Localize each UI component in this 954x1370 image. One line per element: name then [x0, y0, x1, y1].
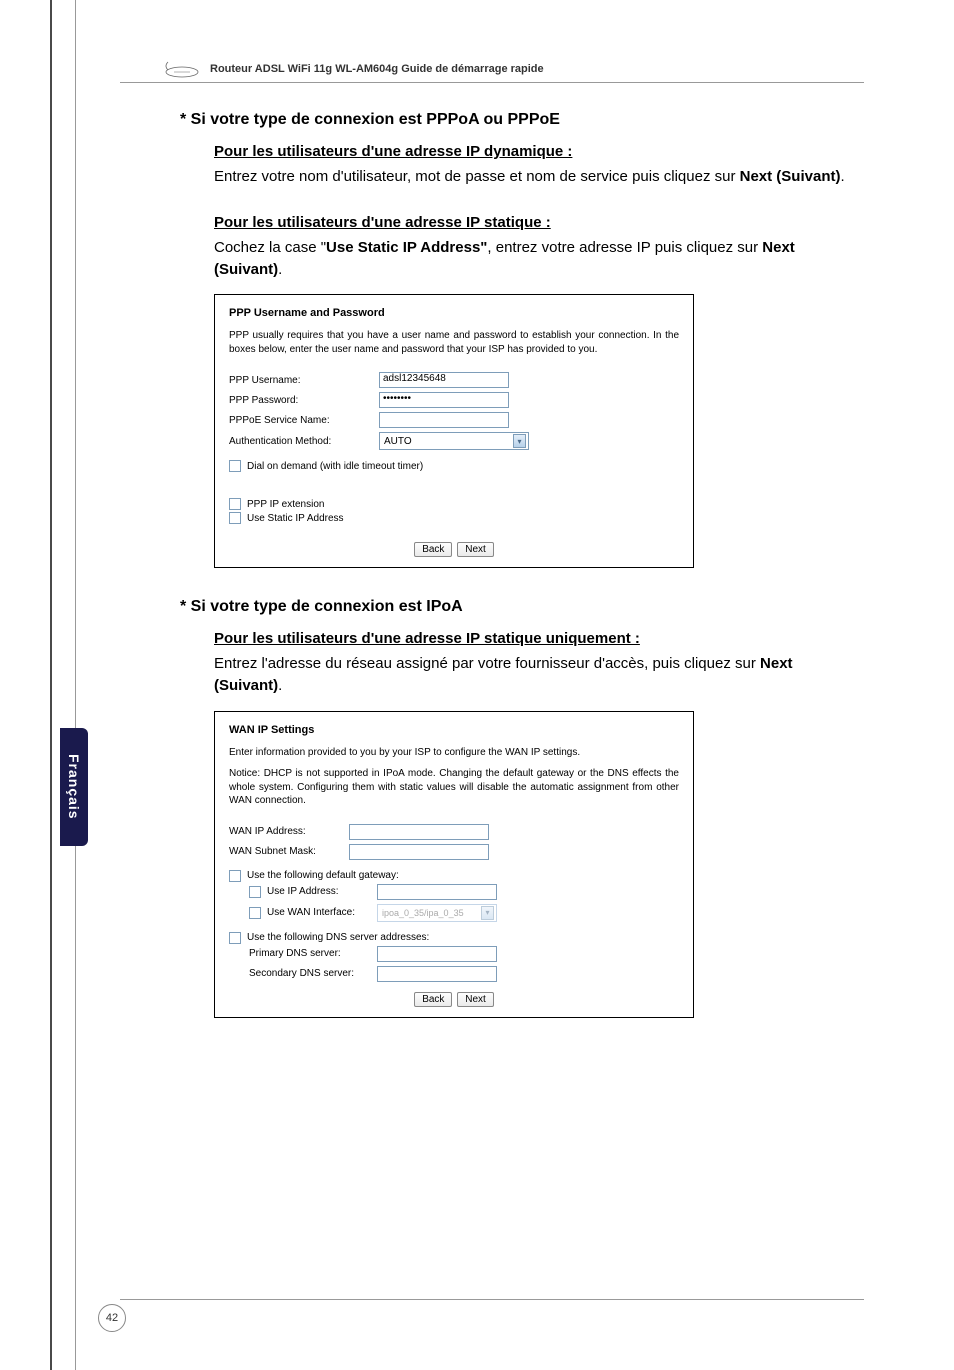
- wan-buttons: Back Next: [229, 992, 679, 1007]
- static-label: Use Static IP Address: [247, 513, 344, 524]
- use-ip-input[interactable]: [377, 884, 497, 900]
- use-wan-label: Use WAN Interface:: [267, 907, 377, 918]
- use-wan-checkbox[interactable]: [249, 907, 261, 919]
- ppp-dialog: PPP Username and Password PPP usually re…: [214, 294, 694, 568]
- chevron-down-icon: ▾: [513, 434, 526, 448]
- static-ip-block: Pour les utilisateurs d'une adresse IP s…: [180, 214, 864, 569]
- chevron-down-icon: ▾: [481, 906, 494, 920]
- next-button[interactable]: Next: [457, 992, 494, 1007]
- wan-dialog: WAN IP Settings Enter information provid…: [214, 711, 694, 1018]
- service-row: PPPoE Service Name:: [229, 412, 679, 428]
- use-wan-row: Use WAN Interface: ipoa_0_35/ipa_0_35 ▾: [249, 904, 679, 922]
- auth-value: AUTO: [384, 436, 412, 447]
- ext-row: PPP IP extension: [229, 498, 679, 510]
- ipoa-text: Entrez l'adresse du réseau assigné par v…: [214, 653, 864, 697]
- stat-text-bold1: Use Static IP Address": [326, 239, 487, 256]
- language-label: Français: [66, 754, 82, 820]
- primary-dns-input[interactable]: [377, 946, 497, 962]
- footer-divider: [120, 1299, 864, 1300]
- back-button[interactable]: Back: [414, 992, 452, 1007]
- ppp-dialog-title: PPP Username and Password: [229, 307, 679, 319]
- dyn-text-bold: Next (Suivant): [740, 168, 841, 185]
- wan-mask-label: WAN Subnet Mask:: [229, 846, 349, 857]
- ipoa-block: Pour les utilisateurs d'une adresse IP s…: [180, 630, 864, 1018]
- static-row: Use Static IP Address: [229, 512, 679, 524]
- content-area: * Si votre type de connexion est PPPoA o…: [120, 111, 864, 1018]
- username-row: PPP Username: adsl12345648: [229, 372, 679, 388]
- gw-row: Use the following default gateway:: [229, 870, 679, 882]
- username-input[interactable]: adsl12345648: [379, 372, 509, 388]
- gw-label: Use the following default gateway:: [247, 870, 399, 881]
- section1-heading: * Si votre type de connexion est PPPoA o…: [180, 111, 864, 129]
- use-ip-row: Use IP Address:: [249, 884, 679, 900]
- auth-row: Authentication Method: AUTO ▾: [229, 432, 679, 450]
- use-wan-select[interactable]: ipoa_0_35/ipa_0_35 ▾: [377, 904, 497, 922]
- primary-dns-label: Primary DNS server:: [249, 948, 377, 959]
- dns-checkbox[interactable]: [229, 932, 241, 944]
- dynamic-ip-text: Entrez votre nom d'utilisateur, mot de p…: [214, 166, 864, 188]
- auth-select[interactable]: AUTO ▾: [379, 432, 529, 450]
- ext-checkbox[interactable]: [229, 498, 241, 510]
- stat-text-2: , entrez votre adresse IP puis cliquez s…: [487, 239, 762, 256]
- wan-desc1: Enter information provided to you by you…: [229, 746, 679, 760]
- ppp-dialog-desc: PPP usually requires that you have a use…: [229, 329, 679, 356]
- secondary-dns-input[interactable]: [377, 966, 497, 982]
- use-ip-checkbox[interactable]: [249, 886, 261, 898]
- auth-label: Authentication Method:: [229, 436, 379, 447]
- dynamic-ip-block: Pour les utilisateurs d'une adresse IP d…: [180, 143, 864, 188]
- secondary-dns-row: Secondary DNS server:: [249, 966, 679, 982]
- wan-mask-input[interactable]: [349, 844, 489, 860]
- static-ip-heading: Pour les utilisateurs d'une adresse IP s…: [214, 214, 864, 231]
- service-input[interactable]: [379, 412, 509, 428]
- router-icon: [160, 60, 200, 78]
- language-tab: Français: [60, 728, 88, 846]
- dyn-text-pre: Entrez votre nom d'utilisateur, mot de p…: [214, 168, 740, 185]
- dial-checkbox[interactable]: [229, 460, 241, 472]
- wan-mask-row: WAN Subnet Mask:: [229, 844, 679, 860]
- ppp-buttons: Back Next: [229, 542, 679, 557]
- wan-desc2: Notice: DHCP is not supported in IPoA mo…: [229, 767, 679, 808]
- header-title: Routeur ADSL WiFi 11g WL-AM604g Guide de…: [210, 63, 544, 75]
- wan-ip-label: WAN IP Address:: [229, 826, 349, 837]
- wan-ip-row: WAN IP Address:: [229, 824, 679, 840]
- next-button[interactable]: Next: [457, 542, 494, 557]
- password-label: PPP Password:: [229, 395, 379, 406]
- wan-dialog-title: WAN IP Settings: [229, 724, 679, 736]
- gw-sub: Use IP Address: Use WAN Interface: ipoa_…: [229, 884, 679, 922]
- page-number: 42: [98, 1304, 126, 1332]
- static-ip-text: Cochez la case "Use Static IP Address", …: [214, 237, 864, 281]
- password-input[interactable]: ••••••••: [379, 392, 509, 408]
- page-container: Routeur ADSL WiFi 11g WL-AM604g Guide de…: [0, 0, 954, 1370]
- margin-line-inner: [75, 0, 76, 1370]
- secondary-dns-label: Secondary DNS server:: [249, 968, 377, 979]
- dial-row: Dial on demand (with idle timeout timer): [229, 460, 679, 472]
- dns-label: Use the following DNS server addresses:: [247, 932, 429, 943]
- page-header: Routeur ADSL WiFi 11g WL-AM604g Guide de…: [120, 60, 864, 83]
- margin-line-outer: [50, 0, 52, 1370]
- ext-label: PPP IP extension: [247, 499, 324, 510]
- dial-label: Dial on demand (with idle timeout timer): [247, 461, 423, 472]
- primary-dns-row: Primary DNS server:: [249, 946, 679, 962]
- static-checkbox[interactable]: [229, 512, 241, 524]
- ipoa-sub-heading: Pour les utilisateurs d'une adresse IP s…: [214, 630, 864, 647]
- back-button[interactable]: Back: [414, 542, 452, 557]
- use-wan-value: ipoa_0_35/ipa_0_35: [382, 908, 464, 918]
- use-ip-label: Use IP Address:: [267, 886, 377, 897]
- username-label: PPP Username:: [229, 375, 379, 386]
- section2-heading: * Si votre type de connexion est IPoA: [180, 598, 864, 616]
- stat-text-1: Cochez la case ": [214, 239, 326, 256]
- service-label: PPPoE Service Name:: [229, 415, 379, 426]
- ipoa-text-pre: Entrez l'adresse du réseau assigné par v…: [214, 655, 760, 672]
- gw-checkbox[interactable]: [229, 870, 241, 882]
- wan-ip-input[interactable]: [349, 824, 489, 840]
- dns-sub: Primary DNS server: Secondary DNS server…: [229, 946, 679, 982]
- dns-row: Use the following DNS server addresses:: [229, 932, 679, 944]
- password-row: PPP Password: ••••••••: [229, 392, 679, 408]
- dynamic-ip-heading: Pour les utilisateurs d'une adresse IP d…: [214, 143, 864, 160]
